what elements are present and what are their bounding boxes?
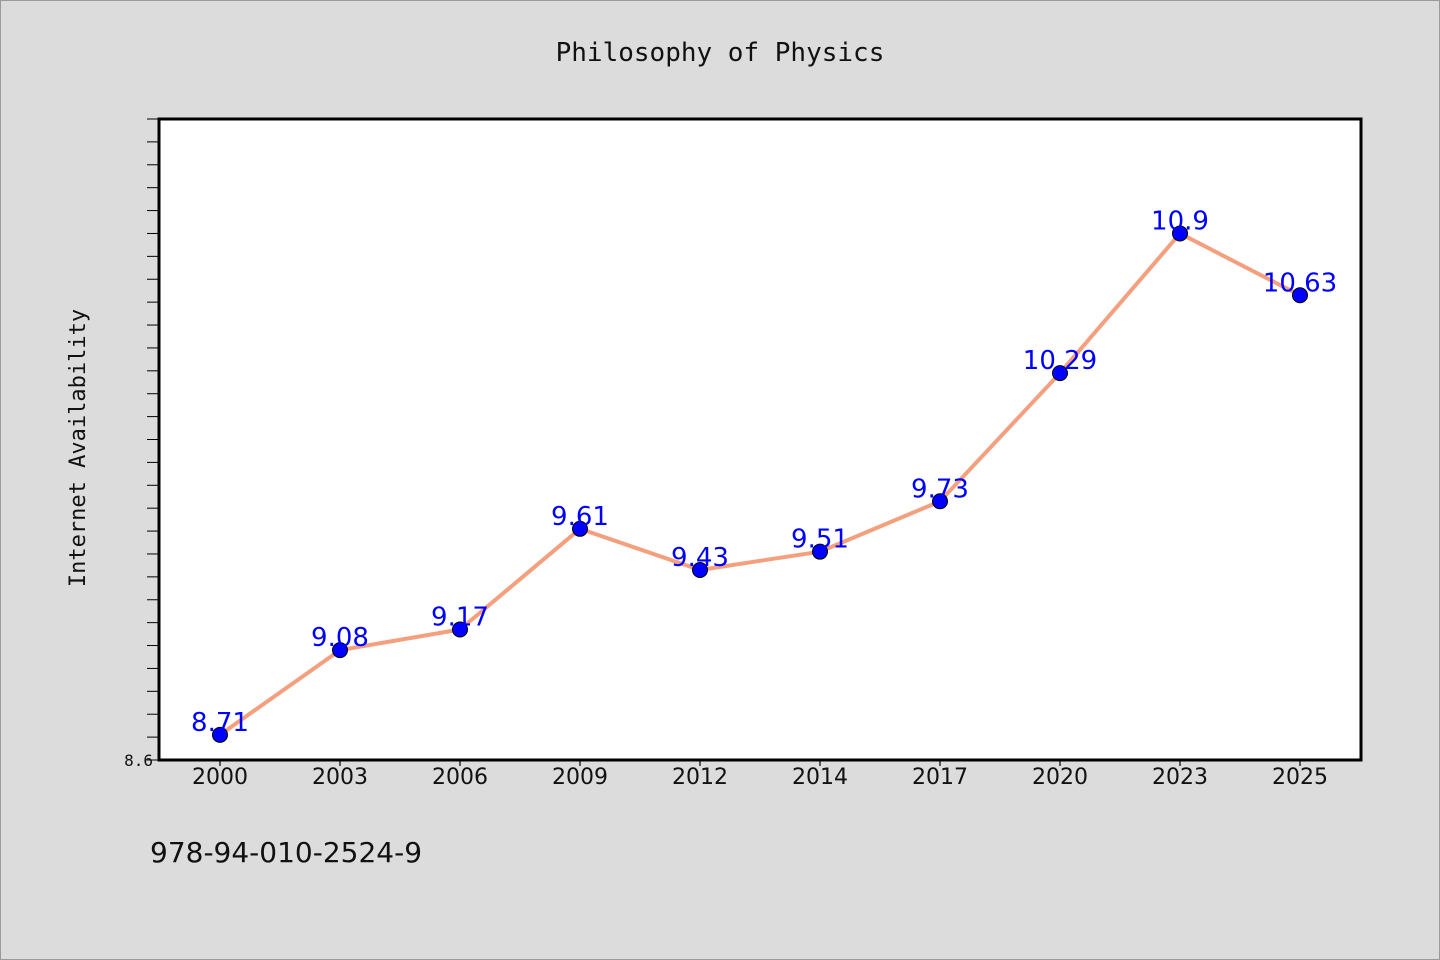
plot-area: [157, 117, 1363, 762]
data-label: 8.71: [191, 708, 249, 738]
data-label: 9.43: [671, 543, 729, 573]
x-tick-label: 2009: [552, 765, 608, 790]
data-point: [1172, 225, 1188, 242]
data-label: 10.29: [1023, 346, 1097, 376]
y-axis-label: Internet Availability: [66, 309, 91, 587]
data-label: 9.17: [431, 603, 489, 633]
x-tick-labels: 2000 2003 2006 2009 2012 2014 2017 2020 2023 2025: [192, 765, 1328, 790]
x-tick-label: 2020: [1032, 765, 1088, 790]
data-point: [812, 543, 828, 560]
y-tick-labels: 8.6: [124, 751, 153, 770]
x-tick-label: 2006: [432, 765, 488, 790]
data-point: [932, 493, 948, 510]
series-group: [212, 225, 1308, 743]
data-label: 9.08: [311, 623, 369, 653]
x-tick-label: 2014: [792, 765, 848, 790]
data-label: 9.61: [551, 502, 609, 532]
data-label: 10.9: [1151, 206, 1209, 236]
data-point: [1292, 287, 1308, 304]
data-labels: 8.71 9.08 9.17 9.61 9.43 9.51 9.73 10.29 10.9 10.…: [191, 206, 1337, 737]
axis-ticks: [147, 118, 1301, 766]
chart-title: Philosophy of Physics: [556, 38, 885, 68]
data-label: 9.73: [911, 474, 969, 504]
data-point: [452, 621, 468, 638]
data-point: [572, 520, 588, 537]
series-line: [218, 231, 1301, 737]
x-tick-label: 2023: [1152, 765, 1208, 790]
data-point: [1052, 365, 1068, 382]
data-point: [212, 726, 228, 743]
x-tick-label: 2000: [192, 765, 248, 790]
data-point: [692, 561, 708, 578]
isbn-text: 978-94-010-2524-9: [150, 836, 422, 869]
data-label: 10.63: [1263, 268, 1337, 298]
x-tick-label: 2003: [312, 765, 368, 790]
data-label: 9.51: [791, 525, 849, 555]
x-tick-label: 2012: [672, 765, 728, 790]
data-point: [332, 642, 348, 659]
y-tick-label: 8.6: [124, 751, 153, 770]
x-tick-label: 2025: [1272, 765, 1328, 790]
x-tick-label: 2017: [912, 765, 968, 790]
